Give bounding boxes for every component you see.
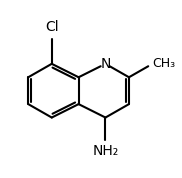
Text: NH₂: NH₂ (92, 144, 119, 158)
Text: CH₃: CH₃ (153, 57, 176, 70)
Text: Cl: Cl (45, 20, 59, 34)
Text: N: N (100, 57, 111, 71)
